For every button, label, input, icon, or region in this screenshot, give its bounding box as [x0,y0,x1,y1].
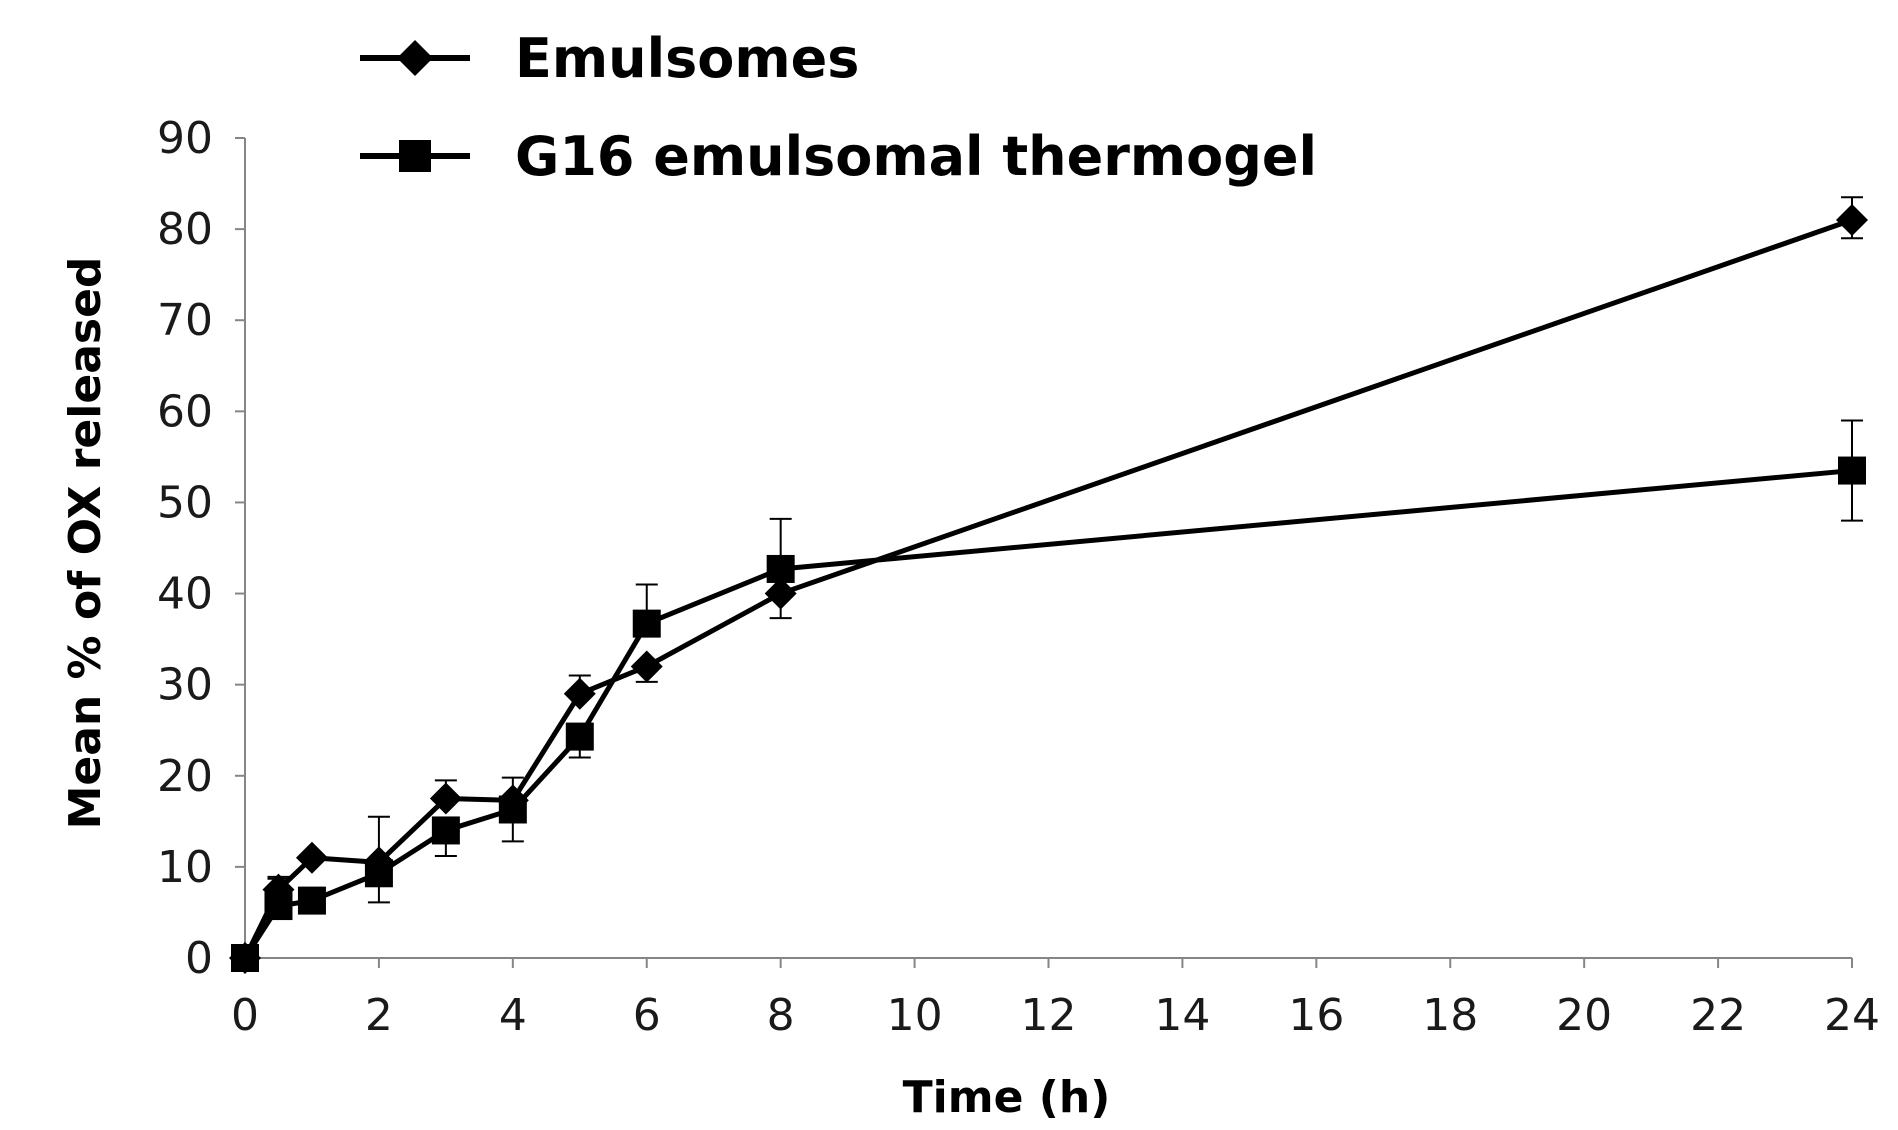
y-tick-label: 80 [157,204,213,255]
emulsomes-point [429,782,462,815]
thermogel-point [264,892,293,921]
emulsomes-series-line [242,217,1853,960]
x-tick-label: 20 [1556,990,1612,1041]
x-tick-label: 24 [1824,990,1880,1041]
thermogel-point [632,609,661,638]
x-tick-label: 10 [887,990,943,1041]
y-tick-label: 60 [157,386,213,437]
y-tick-label: 90 [157,113,213,164]
legend: Emulsomes G16 emulsomal thermogel [360,27,1317,188]
legend-marker-diamond [397,40,433,76]
thermogel-point [1838,456,1866,485]
thermogel-point [565,722,594,751]
thermogel-point [431,816,460,845]
x-tick-label: 16 [1288,990,1344,1041]
series-lines [242,217,1853,960]
emulsomes-point [630,650,663,683]
thermogel-point [297,886,326,915]
x-tick-label: 18 [1422,990,1478,1041]
error-bars [267,196,1863,907]
legend-label-emulsomes: Emulsomes [515,27,859,90]
x-tick-label: 0 [231,990,259,1041]
emulsomes-point [1836,204,1868,236]
thermogel-point [364,859,393,888]
thermogel-point [231,944,259,972]
x-tick-label: 22 [1690,990,1746,1041]
x-tick-label: 4 [499,990,527,1041]
emulsomes-point [295,841,328,874]
y-tick-label: 30 [157,660,213,711]
data-markers [229,204,1868,974]
thermogel-point [498,795,527,824]
emulsomes-point [764,577,797,610]
y-tick-label: 50 [157,477,213,528]
x-axis-title: Time (h) [903,1072,1111,1123]
legend-marker-square [399,140,431,172]
y-axis-title: Mean % of OX released [60,257,111,830]
emulsomes-point [563,677,596,710]
y-tick-label: 40 [157,569,213,620]
x-tick-label: 6 [633,990,661,1041]
y-tick-label: 20 [157,751,213,802]
y-tick-label: 70 [157,295,213,346]
x-tick-label: 14 [1154,990,1210,1041]
x-tick-label: 8 [767,990,795,1041]
thermogel-series-line [242,468,1853,960]
y-tick-label: 0 [185,933,213,984]
y-tick-label: 10 [157,842,213,893]
legend-label-thermogel: G16 emulsomal thermogel [515,125,1317,188]
thermogel-point [766,554,795,583]
x-tick-label: 2 [365,990,393,1041]
x-tick-label: 12 [1021,990,1077,1041]
